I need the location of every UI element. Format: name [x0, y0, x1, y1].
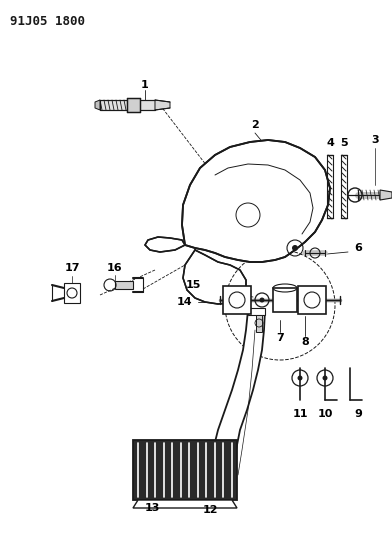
Text: 8: 8 — [301, 337, 309, 347]
Polygon shape — [127, 98, 140, 112]
Text: 6: 6 — [354, 243, 362, 253]
Polygon shape — [145, 237, 185, 252]
Polygon shape — [115, 281, 133, 289]
Circle shape — [292, 245, 298, 251]
Polygon shape — [256, 315, 262, 332]
Polygon shape — [248, 308, 265, 315]
Polygon shape — [95, 100, 100, 110]
Text: 5: 5 — [340, 138, 348, 148]
Polygon shape — [182, 140, 330, 262]
Polygon shape — [223, 286, 251, 314]
Polygon shape — [155, 100, 170, 110]
Text: 4: 4 — [326, 138, 334, 148]
Polygon shape — [133, 500, 237, 508]
Text: 14: 14 — [177, 297, 193, 307]
Polygon shape — [100, 100, 155, 110]
Text: 10: 10 — [317, 409, 333, 419]
Polygon shape — [208, 310, 265, 478]
Circle shape — [298, 376, 303, 381]
Polygon shape — [273, 288, 297, 312]
Circle shape — [323, 376, 327, 381]
Text: 3: 3 — [371, 135, 379, 145]
Text: 12: 12 — [202, 505, 218, 515]
Text: 2: 2 — [251, 120, 259, 130]
Text: 1: 1 — [141, 80, 149, 90]
Circle shape — [260, 297, 265, 303]
Text: 9: 9 — [354, 409, 362, 419]
Polygon shape — [64, 283, 80, 303]
Text: 7: 7 — [276, 333, 284, 343]
Text: 15: 15 — [185, 280, 201, 290]
Text: 13: 13 — [144, 503, 160, 513]
Text: 11: 11 — [292, 409, 308, 419]
Text: 16: 16 — [107, 263, 123, 273]
Text: 17: 17 — [64, 263, 80, 273]
Text: 91J05 1800: 91J05 1800 — [10, 15, 85, 28]
Polygon shape — [133, 440, 237, 500]
Polygon shape — [298, 286, 326, 314]
Polygon shape — [183, 250, 246, 304]
Polygon shape — [380, 190, 392, 200]
